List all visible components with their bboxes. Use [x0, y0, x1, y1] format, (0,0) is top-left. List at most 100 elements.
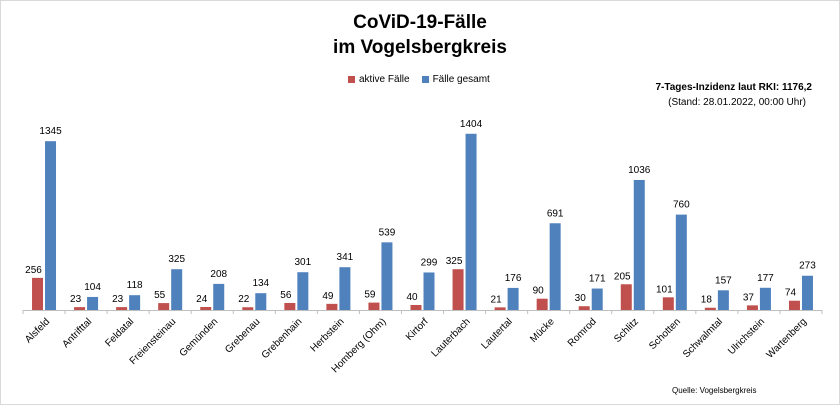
data-label-active: 205	[614, 271, 631, 282]
chart-title-line2: im Vogelsbergkreis	[333, 37, 507, 58]
data-label-total: 208	[210, 269, 227, 280]
data-label-active: 30	[575, 293, 587, 304]
bar-total	[129, 295, 141, 310]
bar-active	[32, 277, 44, 310]
x-tick-label: Gemünden	[178, 316, 221, 359]
data-label-total: 299	[421, 257, 438, 268]
bar-total	[633, 179, 645, 310]
x-tick-label: Wartenberg	[765, 316, 809, 360]
data-label-active: 24	[196, 294, 208, 305]
bar-total	[591, 288, 603, 310]
data-label-total: 325	[168, 254, 185, 265]
bar-active	[242, 307, 254, 310]
x-tick-label: Grebenau	[223, 316, 262, 355]
x-tick-label: Antrifttal	[60, 316, 94, 350]
data-label-active: 74	[785, 288, 797, 299]
bar-active	[536, 298, 548, 310]
bar-total	[255, 293, 267, 310]
bar-active	[452, 269, 464, 310]
data-label-active: 23	[112, 294, 124, 305]
chart-legend: aktive Fälle Fälle gesamt	[348, 74, 502, 85]
bar-active	[620, 284, 632, 310]
x-tick-label: Lautertal	[479, 316, 514, 351]
data-label-active: 59	[364, 290, 376, 301]
bar-total	[801, 275, 813, 310]
bar-total	[213, 283, 225, 310]
data-label-total: 539	[379, 227, 396, 238]
x-tick-label: Schotten	[647, 316, 683, 352]
bar-active	[326, 303, 338, 310]
bar-total	[759, 287, 771, 310]
data-label-total: 171	[589, 274, 606, 285]
data-label-total: 176	[505, 273, 522, 284]
data-label-total: 134	[252, 278, 269, 289]
bar-active	[704, 307, 716, 310]
data-label-active: 56	[280, 290, 292, 301]
x-tick-label: Lauterbach	[430, 316, 473, 359]
bar-total	[339, 267, 351, 310]
data-label-total: 760	[673, 200, 690, 211]
data-label-total: 177	[757, 273, 774, 284]
bar-total	[507, 287, 519, 310]
x-tick-label: Herbstein	[308, 316, 346, 354]
legend-item-active: aktive Fälle	[348, 74, 410, 85]
legend-item-total: Fälle gesamt	[421, 74, 490, 85]
data-label-active: 22	[238, 294, 250, 305]
source-note: Quelle: Vogelsbergkreis	[672, 386, 757, 395]
x-tick-label: Ulrichstein	[726, 316, 767, 357]
data-label-active: 101	[656, 284, 673, 295]
status-date-note: (Stand: 28.01.2022, 00:00 Uhr)	[668, 97, 806, 108]
chart-title-line1: CoViD-19-Fälle	[353, 12, 487, 33]
data-label-total: 118	[127, 280, 143, 291]
x-tick-label: Romrod	[566, 316, 599, 349]
bar-active	[410, 304, 422, 310]
bar-total	[381, 242, 393, 310]
bar-active	[284, 302, 296, 310]
legend-swatch-total	[421, 76, 429, 83]
data-label-total: 301	[294, 257, 311, 268]
bar-total	[717, 290, 729, 310]
bar-active	[200, 306, 212, 310]
x-tick-label: Schlitz	[612, 316, 641, 345]
bar-total	[465, 133, 477, 310]
legend-label-active: aktive Fälle	[359, 74, 410, 85]
data-label-total: 341	[337, 252, 354, 263]
bar-total	[45, 141, 57, 310]
data-label-total: 1036	[628, 165, 651, 176]
data-label-total: 104	[84, 282, 101, 293]
legend-label-total: Fälle gesamt	[432, 74, 490, 85]
bar-active	[368, 302, 380, 310]
data-label-total: 157	[715, 275, 732, 286]
data-label-active: 90	[533, 286, 545, 297]
bar-active	[116, 307, 128, 310]
data-label-active: 325	[446, 256, 463, 267]
x-tick-label: Alsfeld	[23, 316, 52, 345]
data-label-active: 23	[70, 294, 82, 305]
data-label-active: 37	[743, 292, 755, 303]
bar-active	[158, 303, 170, 310]
data-label-active: 18	[701, 295, 713, 306]
bar-active	[74, 307, 86, 310]
data-label-total: 1404	[460, 119, 483, 130]
bar-active	[746, 305, 758, 310]
bar-total	[423, 272, 435, 310]
legend-swatch-active	[348, 76, 355, 83]
data-label-active: 256	[25, 265, 42, 276]
incidence-note: 7-Tages-Inzidenz laut RKI: 1176,2	[655, 82, 812, 93]
bar-total	[549, 223, 561, 310]
x-tick-label: Kirtorf	[404, 316, 431, 343]
data-label-active: 55	[154, 290, 166, 301]
bar-total	[171, 269, 183, 310]
data-label-active: 21	[491, 294, 503, 305]
bar-active	[578, 306, 590, 310]
x-tick-label: Feldatal	[103, 316, 136, 349]
data-label-total: 691	[547, 208, 564, 219]
bar-total	[297, 272, 309, 310]
data-label-total: 273	[799, 261, 816, 272]
bar-active	[494, 307, 506, 310]
bar-active	[788, 300, 800, 310]
x-tick-label: Mücke	[528, 316, 557, 345]
bar-total	[675, 214, 687, 310]
x-tick-label: Schwalmtal	[681, 316, 725, 360]
